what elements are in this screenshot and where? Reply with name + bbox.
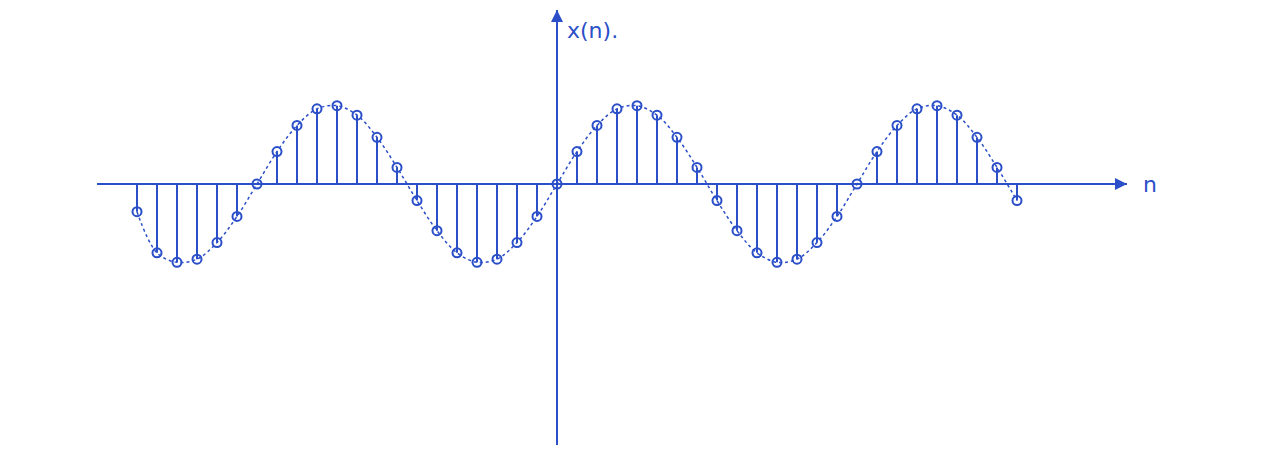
svg-text:n: n xyxy=(1143,172,1157,197)
svg-text:x(n).: x(n). xyxy=(567,18,618,43)
